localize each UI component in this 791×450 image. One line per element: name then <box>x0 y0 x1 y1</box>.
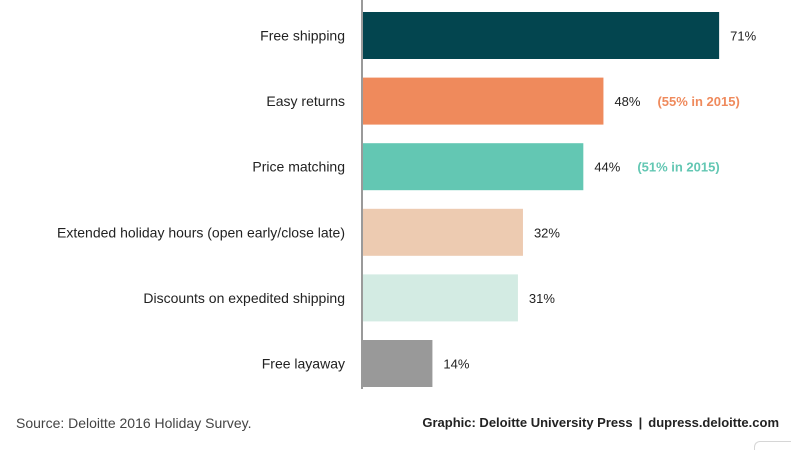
value-label: 32% <box>534 225 560 240</box>
credit-url: dupress.deloitte.com <box>648 415 779 430</box>
category-label: Free layaway <box>262 356 345 372</box>
category-label: Easy returns <box>266 93 345 109</box>
graphic-credit: Graphic: Deloitte University Press | dupre… <box>422 415 779 430</box>
value-label: 31% <box>529 291 555 306</box>
comparison-label: (55% in 2015) <box>657 94 739 109</box>
category-label: Extended holiday hours (open early/close… <box>57 224 345 240</box>
corner-tab <box>754 441 791 450</box>
value-label: 71% <box>730 29 756 44</box>
bar <box>362 77 604 125</box>
value-label: 14% <box>443 357 469 372</box>
category-label: Price matching <box>252 159 345 175</box>
bar <box>362 12 720 59</box>
bar <box>362 143 584 191</box>
credit-text: Graphic: Deloitte University Press <box>422 415 633 430</box>
bar <box>362 340 433 387</box>
category-label: Free shipping <box>260 28 345 44</box>
bar-chart: Free shipping 71% Easy returns 48% (55% in 2… <box>57 0 757 389</box>
credit-separator: | <box>638 415 643 430</box>
bar <box>362 274 518 322</box>
category-label: Discounts on expedited shipping <box>143 290 345 306</box>
comparison-label: (51% in 2015) <box>637 160 719 175</box>
bar <box>362 208 523 256</box>
value-label: 48% <box>614 94 640 109</box>
value-label: 44% <box>594 160 620 175</box>
source-note: Source: Deloitte 2016 Holiday Survey. <box>16 415 252 431</box>
